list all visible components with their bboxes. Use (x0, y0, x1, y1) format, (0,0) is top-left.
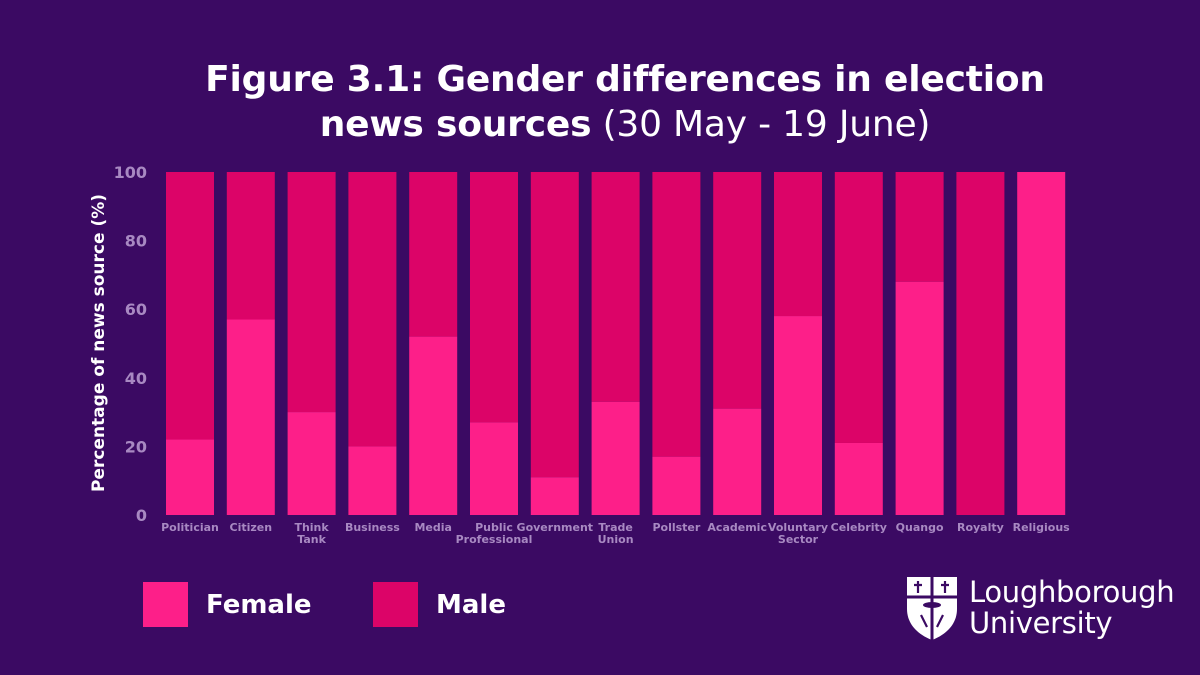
x-tick-label: Trade Union (598, 521, 634, 546)
y-axis-label: Percentage of news source (%) (89, 194, 109, 492)
university-name: Loughborough University (969, 575, 1175, 640)
x-tick-label: Think Tank (294, 521, 329, 546)
bar-male (591, 172, 640, 402)
bar-female (774, 316, 822, 515)
bar-male (774, 172, 822, 317)
y-tick-label: 0 (136, 506, 147, 525)
university-logo: Loughborough University (905, 575, 1175, 641)
x-tick-label: Government (517, 521, 593, 534)
x-tick-label: Quango (896, 521, 944, 534)
university-name-line1: Loughborough (969, 575, 1175, 609)
legend-male-swatch (373, 582, 418, 627)
bar-female (470, 422, 518, 515)
bar-female (287, 412, 336, 515)
bar-female (895, 281, 944, 515)
legend-male-label: Male (436, 589, 506, 620)
legend-female: Female (143, 582, 312, 627)
bar-female (348, 446, 397, 515)
legend-male: Male (373, 582, 506, 627)
bar-male (226, 172, 275, 320)
legend-female-label: Female (206, 589, 312, 620)
legend-female-swatch (143, 582, 188, 627)
bar-female (1017, 172, 1066, 515)
x-axis-ticks: Politician Citizen Think Tank Business Media P… (161, 521, 1070, 546)
shield-icon (907, 577, 957, 640)
y-tick-label: 80 (125, 232, 147, 251)
x-tick-label: Politician (161, 521, 219, 534)
chart-title: Figure 3.1: Gender differences in electi… (0, 58, 1200, 148)
chart-title-line1: Figure 3.1: Gender differences in electi… (205, 59, 1045, 100)
bar-male (530, 172, 579, 478)
y-tick-label: 60 (125, 300, 147, 319)
bar-female (652, 456, 701, 515)
bar-male (834, 172, 883, 443)
x-tick-label: Religious (1013, 521, 1071, 534)
y-axis-ticks: 0 20 40 60 80 100 (114, 163, 147, 525)
x-tick-label: Academic (707, 521, 767, 534)
y-tick-label: 100 (114, 163, 147, 182)
university-name-line2: University (969, 606, 1113, 640)
bar-female (409, 336, 458, 515)
y-tick-label: 20 (125, 437, 147, 456)
x-tick-label: Pollster (652, 521, 700, 534)
chart-title-bold: news sources (319, 104, 592, 145)
bar-male (470, 172, 518, 423)
bars (166, 172, 1066, 515)
x-tick-label: Royalty (957, 521, 1004, 534)
bar-female (166, 439, 214, 515)
x-tick-label: Celebrity (831, 521, 887, 534)
x-tick-label: Public Professional (456, 521, 533, 546)
bar-female (226, 319, 275, 515)
bar-male (348, 172, 397, 447)
bar-female (591, 401, 640, 515)
bar-female (834, 442, 883, 515)
x-tick-label: Voluntary Sector (768, 521, 828, 546)
bar-male (166, 172, 214, 440)
bar-male (713, 172, 762, 409)
bar-female (713, 408, 762, 515)
chart-title-line2: news sources (30 May - 19 June) (0, 102, 1200, 148)
bar-male (895, 172, 944, 282)
x-tick-label: Media (414, 521, 451, 534)
y-tick-label: 40 (125, 369, 147, 388)
bar-male (409, 172, 458, 337)
bar-male (956, 172, 1005, 515)
chart-subtitle-dates: (30 May - 19 June) (602, 104, 931, 145)
x-tick-label: Citizen (230, 521, 273, 534)
bar-female (530, 477, 579, 515)
bar-male (287, 172, 336, 413)
x-tick-label: Business (345, 521, 400, 534)
bar-male (652, 172, 701, 457)
